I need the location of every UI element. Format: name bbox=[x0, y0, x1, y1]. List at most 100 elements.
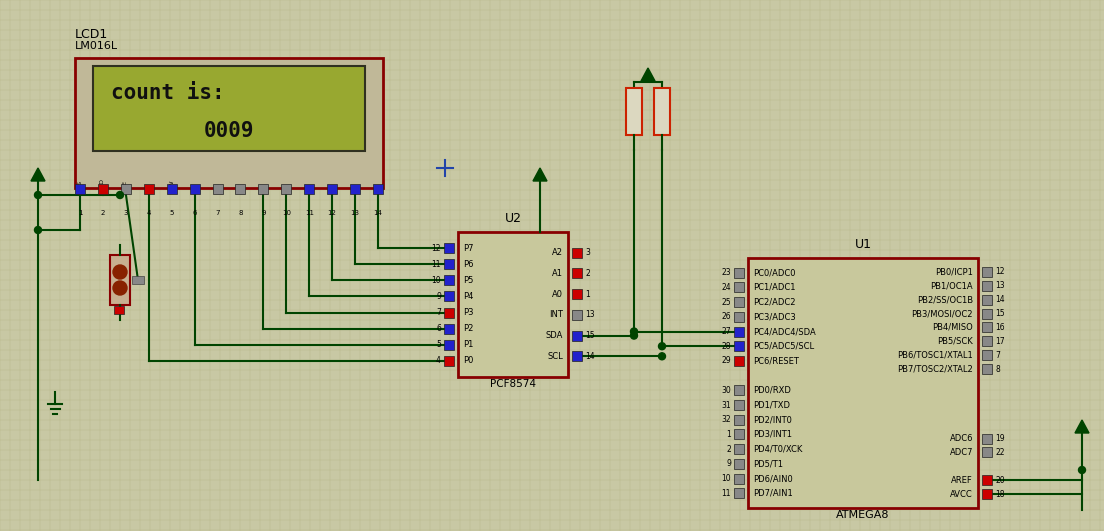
Text: 22: 22 bbox=[995, 448, 1005, 457]
Bar bbox=[458, 232, 567, 377]
Text: ADC7: ADC7 bbox=[949, 448, 973, 457]
Bar bbox=[282, 184, 291, 194]
Bar bbox=[167, 184, 177, 194]
Text: 11: 11 bbox=[305, 210, 314, 216]
Text: VSS: VSS bbox=[77, 180, 83, 192]
Bar bbox=[734, 474, 744, 484]
Bar bbox=[213, 184, 223, 194]
Bar bbox=[444, 292, 454, 302]
Text: count is:: count is: bbox=[112, 83, 224, 103]
Bar bbox=[734, 327, 744, 337]
Bar bbox=[572, 331, 582, 340]
Text: 7: 7 bbox=[215, 210, 220, 216]
Bar bbox=[654, 88, 670, 135]
Text: 24: 24 bbox=[721, 283, 731, 292]
Text: P1: P1 bbox=[463, 340, 474, 349]
Text: 23: 23 bbox=[721, 268, 731, 277]
Text: U1: U1 bbox=[854, 238, 871, 251]
Text: PB3/MOSI/OC2: PB3/MOSI/OC2 bbox=[912, 309, 973, 318]
Bar bbox=[734, 430, 744, 440]
Text: 19: 19 bbox=[995, 434, 1005, 443]
Text: 14: 14 bbox=[585, 352, 595, 361]
Bar bbox=[572, 248, 582, 258]
Bar bbox=[572, 310, 582, 320]
Bar bbox=[981, 281, 992, 291]
Text: 30: 30 bbox=[721, 386, 731, 395]
Text: LM016L: LM016L bbox=[75, 41, 118, 51]
Text: 29: 29 bbox=[721, 356, 731, 365]
Text: 7: 7 bbox=[995, 350, 1000, 359]
Bar bbox=[981, 295, 992, 305]
Text: 31: 31 bbox=[721, 400, 731, 409]
Text: PCF8574: PCF8574 bbox=[490, 379, 537, 389]
Text: 1: 1 bbox=[585, 289, 590, 298]
Text: PD5/T1: PD5/T1 bbox=[753, 459, 783, 468]
Bar bbox=[75, 58, 383, 188]
Text: PC0/ADC0: PC0/ADC0 bbox=[753, 268, 796, 277]
Bar bbox=[190, 184, 200, 194]
Text: PD4/T0/XCK: PD4/T0/XCK bbox=[753, 444, 803, 453]
Text: SDA: SDA bbox=[545, 331, 563, 340]
Text: 10: 10 bbox=[282, 210, 290, 216]
Text: 12: 12 bbox=[995, 268, 1005, 277]
Bar bbox=[734, 444, 744, 454]
Bar bbox=[444, 276, 454, 285]
Bar bbox=[93, 66, 365, 151]
Text: 20: 20 bbox=[995, 476, 1005, 485]
Bar bbox=[305, 184, 315, 194]
Text: INT: INT bbox=[549, 310, 563, 319]
Text: P0: P0 bbox=[463, 356, 474, 365]
Text: ADC6: ADC6 bbox=[949, 434, 973, 443]
Bar bbox=[572, 289, 582, 299]
Text: D3: D3 bbox=[284, 183, 289, 192]
Text: E: E bbox=[192, 188, 198, 192]
Bar bbox=[981, 489, 992, 499]
Text: PD1/TXD: PD1/TXD bbox=[753, 400, 790, 409]
Text: 25: 25 bbox=[721, 297, 731, 306]
Bar bbox=[444, 324, 454, 333]
Text: RS: RS bbox=[146, 184, 151, 192]
Text: D2: D2 bbox=[261, 183, 266, 192]
Text: 2: 2 bbox=[585, 269, 590, 278]
Bar bbox=[572, 352, 582, 361]
Bar bbox=[734, 312, 744, 322]
Text: R/W: R/W bbox=[169, 179, 174, 192]
Text: PD7/AIN1: PD7/AIN1 bbox=[753, 489, 793, 498]
Text: 13: 13 bbox=[585, 310, 595, 319]
Bar bbox=[444, 356, 454, 366]
Text: PB1/OC1A: PB1/OC1A bbox=[931, 281, 973, 290]
Bar bbox=[98, 184, 108, 194]
Text: 26: 26 bbox=[721, 312, 731, 321]
Circle shape bbox=[630, 328, 637, 335]
Text: PD2/INT0: PD2/INT0 bbox=[753, 415, 792, 424]
Text: PC1/ADC1: PC1/ADC1 bbox=[753, 283, 796, 292]
Text: 10: 10 bbox=[721, 474, 731, 483]
Circle shape bbox=[117, 192, 124, 199]
Text: 9: 9 bbox=[262, 210, 266, 216]
Text: 17: 17 bbox=[995, 337, 1005, 346]
Text: 9: 9 bbox=[726, 459, 731, 468]
Text: 12: 12 bbox=[432, 244, 440, 253]
Text: PB0/ICP1: PB0/ICP1 bbox=[935, 268, 973, 277]
Text: 10: 10 bbox=[432, 276, 440, 285]
Circle shape bbox=[1079, 467, 1085, 474]
Text: U2: U2 bbox=[505, 212, 521, 225]
Bar bbox=[981, 448, 992, 457]
Text: PD3/INT1: PD3/INT1 bbox=[753, 430, 792, 439]
Circle shape bbox=[630, 332, 637, 339]
Bar bbox=[981, 350, 992, 360]
Text: 6: 6 bbox=[436, 324, 440, 333]
Text: P4: P4 bbox=[463, 292, 474, 301]
Bar bbox=[734, 356, 744, 366]
Bar bbox=[75, 184, 85, 194]
Bar bbox=[734, 400, 744, 410]
Bar bbox=[444, 340, 454, 350]
Text: P5: P5 bbox=[463, 276, 474, 285]
Bar bbox=[235, 184, 245, 194]
Text: 9: 9 bbox=[436, 292, 440, 301]
Text: 27: 27 bbox=[721, 327, 731, 336]
Text: PC5/ADC5/SCL: PC5/ADC5/SCL bbox=[753, 342, 814, 351]
Text: PD6/AIN0: PD6/AIN0 bbox=[753, 474, 793, 483]
Circle shape bbox=[34, 192, 42, 199]
Polygon shape bbox=[641, 68, 655, 81]
